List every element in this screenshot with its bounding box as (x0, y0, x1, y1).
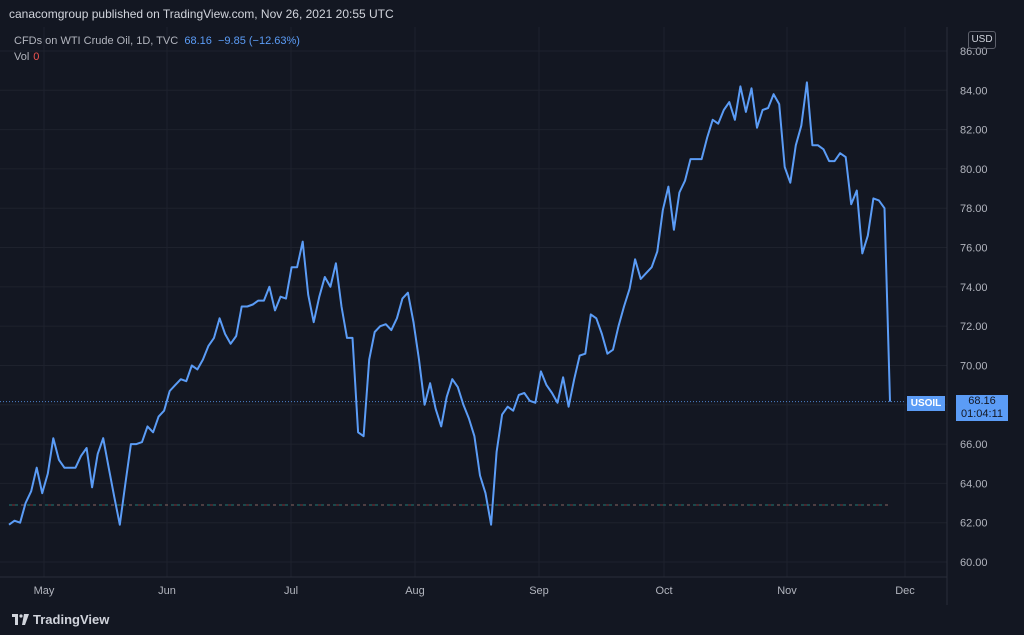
x-tick-label: Oct (655, 585, 672, 597)
x-tick-label: Sep (529, 585, 549, 597)
symbol-tag: USOIL (907, 396, 945, 411)
y-tick-label: 82.00 (960, 125, 988, 137)
y-tick-label: 78.00 (960, 203, 988, 215)
footer-bar (0, 605, 1024, 635)
y-tick-label: 80.00 (960, 164, 988, 176)
header-bar: canacomgroup published on TradingView.co… (0, 0, 1024, 27)
volume-label: Vol (14, 51, 30, 63)
publish-info: canacomgroup published on TradingView.co… (9, 7, 394, 21)
x-tick-label: May (34, 585, 55, 597)
price-tag: 68.16 01:04:11 (956, 395, 1008, 421)
y-tick-label: 72.00 (960, 321, 988, 333)
last-price: 68.16 (184, 35, 212, 47)
x-tick-label: Jul (284, 585, 298, 597)
price-change: −9.85 (−12.63%) (218, 35, 300, 47)
price-series-line (8, 81, 891, 526)
volume-legend: Vol 0 (14, 51, 39, 63)
y-tick-label: 66.00 (960, 439, 988, 451)
x-tick-label: Jun (158, 585, 176, 597)
y-tick-label: 62.00 (960, 518, 988, 530)
volume-value: 0 (33, 51, 40, 63)
brand-name: TradingView (33, 612, 110, 627)
x-tick-label: Aug (405, 585, 425, 597)
symbol-legend: CFDs on WTI Crude Oil, 1D, TVC 68.16 −9.… (14, 35, 300, 47)
y-tick-label: 70.00 (960, 360, 988, 372)
price-tag-countdown: 01:04:11 (960, 408, 1003, 420)
x-tick-label: Dec (895, 585, 915, 597)
price-tag-price: 68.16 (968, 395, 996, 407)
symbol-description: CFDs on WTI Crude Oil, 1D, TVC (14, 35, 179, 47)
y-tick-label: 76.00 (960, 243, 988, 255)
y-tick-label: 84.00 (960, 85, 988, 97)
y-tick-label: 60.00 (960, 557, 988, 569)
currency-button[interactable]: USD (968, 31, 996, 49)
x-tick-label: Nov (777, 585, 797, 597)
tradingview-brand[interactable]: TradingView (12, 612, 109, 627)
y-tick-label: 64.00 (960, 478, 988, 490)
y-tick-label: 74.00 (960, 282, 988, 294)
y-tick-label: 86.00 (960, 46, 988, 58)
tradingview-logo-icon (12, 614, 29, 625)
